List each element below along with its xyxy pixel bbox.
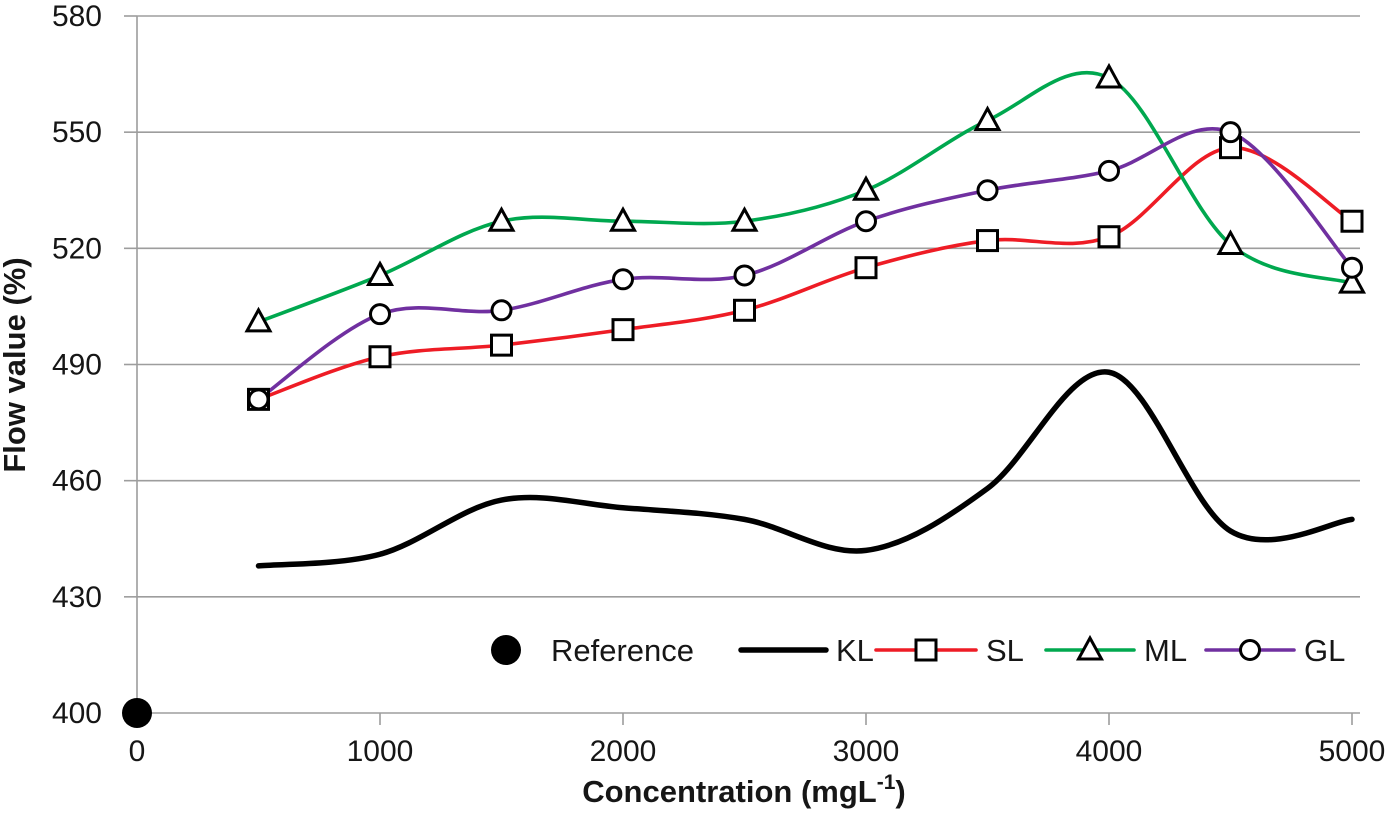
marker-ML: [973, 105, 1002, 132]
marker-GL: [855, 210, 877, 233]
marker-SL: [1340, 209, 1364, 233]
marker-SL: [976, 229, 999, 253]
y-tick-label: 430: [52, 581, 102, 614]
marker-GL: [976, 179, 999, 202]
x-tick-label: 0: [129, 735, 146, 768]
y-tick-label: 550: [52, 116, 102, 149]
marker-SL: [490, 333, 513, 357]
marker-ML: [1094, 62, 1124, 89]
y-tick-label: 490: [52, 349, 102, 382]
marker-SL: [733, 298, 756, 322]
legend-label-GL: GL: [1304, 633, 1345, 668]
y-axis-title: Flow value (%): [0, 257, 32, 472]
x-tick-label: 1000: [347, 735, 414, 768]
marker-GL: [1341, 256, 1363, 279]
marker-GL: [369, 303, 391, 326]
legend-label-SL: SL: [986, 633, 1024, 668]
marker-GL: [490, 299, 513, 322]
marker-GL: [733, 264, 756, 287]
series-line-ML: [256, 70, 1354, 324]
legend-marker-ML: [1075, 634, 1105, 661]
x-tick-label: 5000: [1319, 735, 1386, 768]
legend-marker-SL: [914, 638, 938, 662]
series-line-KL: [255, 369, 1355, 569]
marker-GL: [612, 268, 634, 291]
series-line-GL: [256, 126, 1354, 402]
marker-ML: [1337, 268, 1367, 294]
marker-ML: [487, 206, 516, 232]
marker-ML: [244, 306, 273, 333]
marker-SL: [1097, 225, 1121, 249]
marker-GL: [1219, 121, 1242, 144]
legend-label-KL: KL: [836, 633, 874, 668]
marker-SL: [854, 256, 878, 280]
marker-ML: [851, 175, 881, 201]
x-tick-label: 4000: [1076, 735, 1143, 768]
marker-SL: [611, 318, 635, 342]
marker-GL: [1098, 159, 1120, 182]
legend-marker-GL: [1239, 639, 1261, 661]
marker-ML: [365, 260, 395, 286]
marker-SL: [368, 345, 392, 369]
marker-ML: [730, 206, 759, 232]
x-axis-title: Concentration (mgL-1): [582, 771, 906, 809]
y-tick-label: 400: [52, 697, 102, 730]
y-tick-label: 580: [52, 0, 102, 33]
x-tick-label: 3000: [833, 735, 900, 768]
legend-label-Reference: Reference: [551, 633, 694, 668]
x-tick-label: 2000: [590, 735, 657, 768]
legend-label-ML: ML: [1144, 633, 1187, 668]
reference-point-marker: [122, 698, 152, 728]
marker-ML: [608, 206, 638, 232]
y-tick-label: 520: [52, 232, 102, 265]
legend-marker-Reference: [491, 635, 521, 665]
marker-GL: [247, 388, 270, 411]
marker-ML: [1216, 229, 1245, 255]
y-tick-label: 460: [52, 465, 102, 498]
